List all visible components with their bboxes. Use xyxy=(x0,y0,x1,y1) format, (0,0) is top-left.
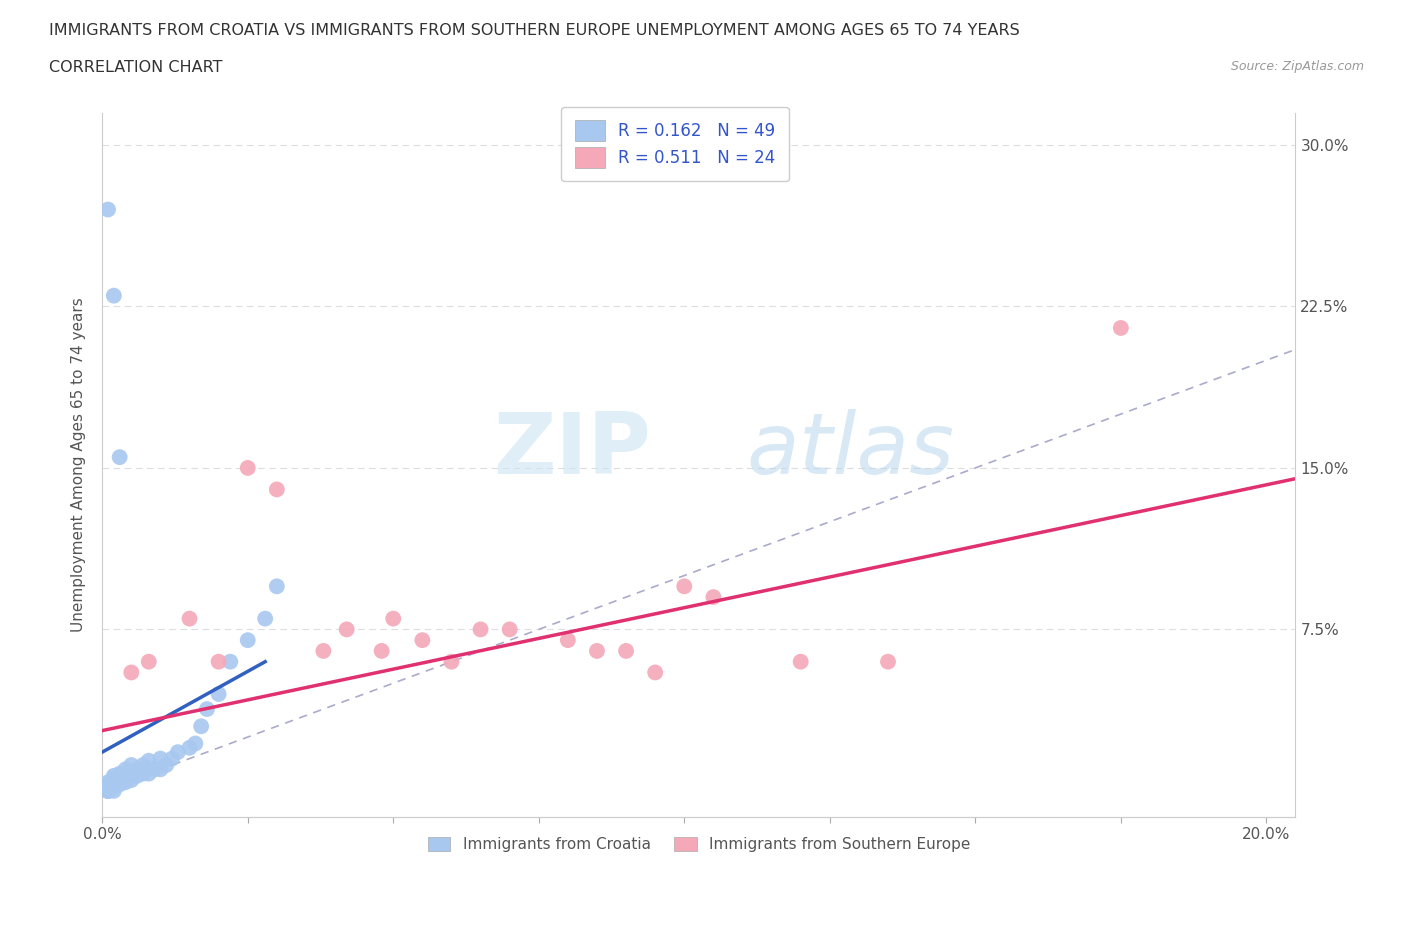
Point xyxy=(97,781,120,796)
Point xyxy=(190,719,212,734)
Point xyxy=(382,611,405,626)
Point xyxy=(138,753,160,768)
Point xyxy=(557,632,579,647)
Legend: Immigrants from Croatia, Immigrants from Southern Europe: Immigrants from Croatia, Immigrants from… xyxy=(422,831,976,858)
Point xyxy=(120,773,142,788)
Point xyxy=(108,450,131,465)
Text: CORRELATION CHART: CORRELATION CHART xyxy=(49,60,222,75)
Point xyxy=(120,768,142,783)
Point xyxy=(138,766,160,781)
Point xyxy=(179,611,201,626)
Point xyxy=(97,779,120,794)
Point xyxy=(114,762,136,777)
Point xyxy=(108,773,131,788)
Point xyxy=(673,578,696,593)
Point xyxy=(877,654,900,669)
Point xyxy=(97,783,120,798)
Point xyxy=(789,654,811,669)
Point xyxy=(254,611,277,626)
Point xyxy=(236,460,259,475)
Point xyxy=(470,622,492,637)
Point xyxy=(266,578,288,593)
Point xyxy=(114,775,136,790)
Point xyxy=(103,771,125,786)
Point xyxy=(97,777,120,791)
Point xyxy=(179,740,201,755)
Point xyxy=(103,783,125,798)
Text: atlas: atlas xyxy=(747,409,955,492)
Point xyxy=(103,288,125,303)
Point xyxy=(108,766,131,781)
Point xyxy=(614,644,637,658)
Point xyxy=(103,777,125,791)
Point xyxy=(120,758,142,773)
Text: IMMIGRANTS FROM CROATIA VS IMMIGRANTS FROM SOUTHERN EUROPE UNEMPLOYMENT AMONG AG: IMMIGRANTS FROM CROATIA VS IMMIGRANTS FR… xyxy=(49,23,1019,38)
Point xyxy=(103,779,125,794)
Point xyxy=(498,622,520,637)
Point xyxy=(411,632,433,647)
Point xyxy=(236,632,259,647)
Point xyxy=(167,745,190,760)
Point xyxy=(312,644,335,658)
Point xyxy=(97,783,120,798)
Point xyxy=(108,768,131,783)
Point xyxy=(440,654,463,669)
Point xyxy=(103,768,125,783)
Point xyxy=(127,768,149,783)
Point xyxy=(97,783,120,798)
Point xyxy=(336,622,359,637)
Point xyxy=(114,771,136,786)
Text: Source: ZipAtlas.com: Source: ZipAtlas.com xyxy=(1230,60,1364,73)
Point xyxy=(149,751,172,766)
Point xyxy=(149,762,172,777)
Point xyxy=(160,751,183,766)
Point xyxy=(97,783,120,798)
Point xyxy=(108,777,131,791)
Text: ZIP: ZIP xyxy=(494,409,651,492)
Point xyxy=(120,665,142,680)
Point xyxy=(97,775,120,790)
Point xyxy=(644,665,666,680)
Point xyxy=(97,202,120,217)
Point xyxy=(219,654,242,669)
Point xyxy=(370,644,392,658)
Y-axis label: Unemployment Among Ages 65 to 74 years: Unemployment Among Ages 65 to 74 years xyxy=(72,298,86,632)
Point xyxy=(143,762,166,777)
Point xyxy=(195,701,218,716)
Point xyxy=(155,758,177,773)
Point xyxy=(127,762,149,777)
Point xyxy=(207,686,229,701)
Point xyxy=(184,736,207,751)
Point xyxy=(97,783,120,798)
Point xyxy=(132,766,155,781)
Point xyxy=(138,654,160,669)
Point xyxy=(132,758,155,773)
Point xyxy=(266,482,288,497)
Point xyxy=(207,654,229,669)
Point xyxy=(103,773,125,788)
Point xyxy=(586,644,609,658)
Point xyxy=(702,590,724,604)
Point xyxy=(1109,321,1132,336)
